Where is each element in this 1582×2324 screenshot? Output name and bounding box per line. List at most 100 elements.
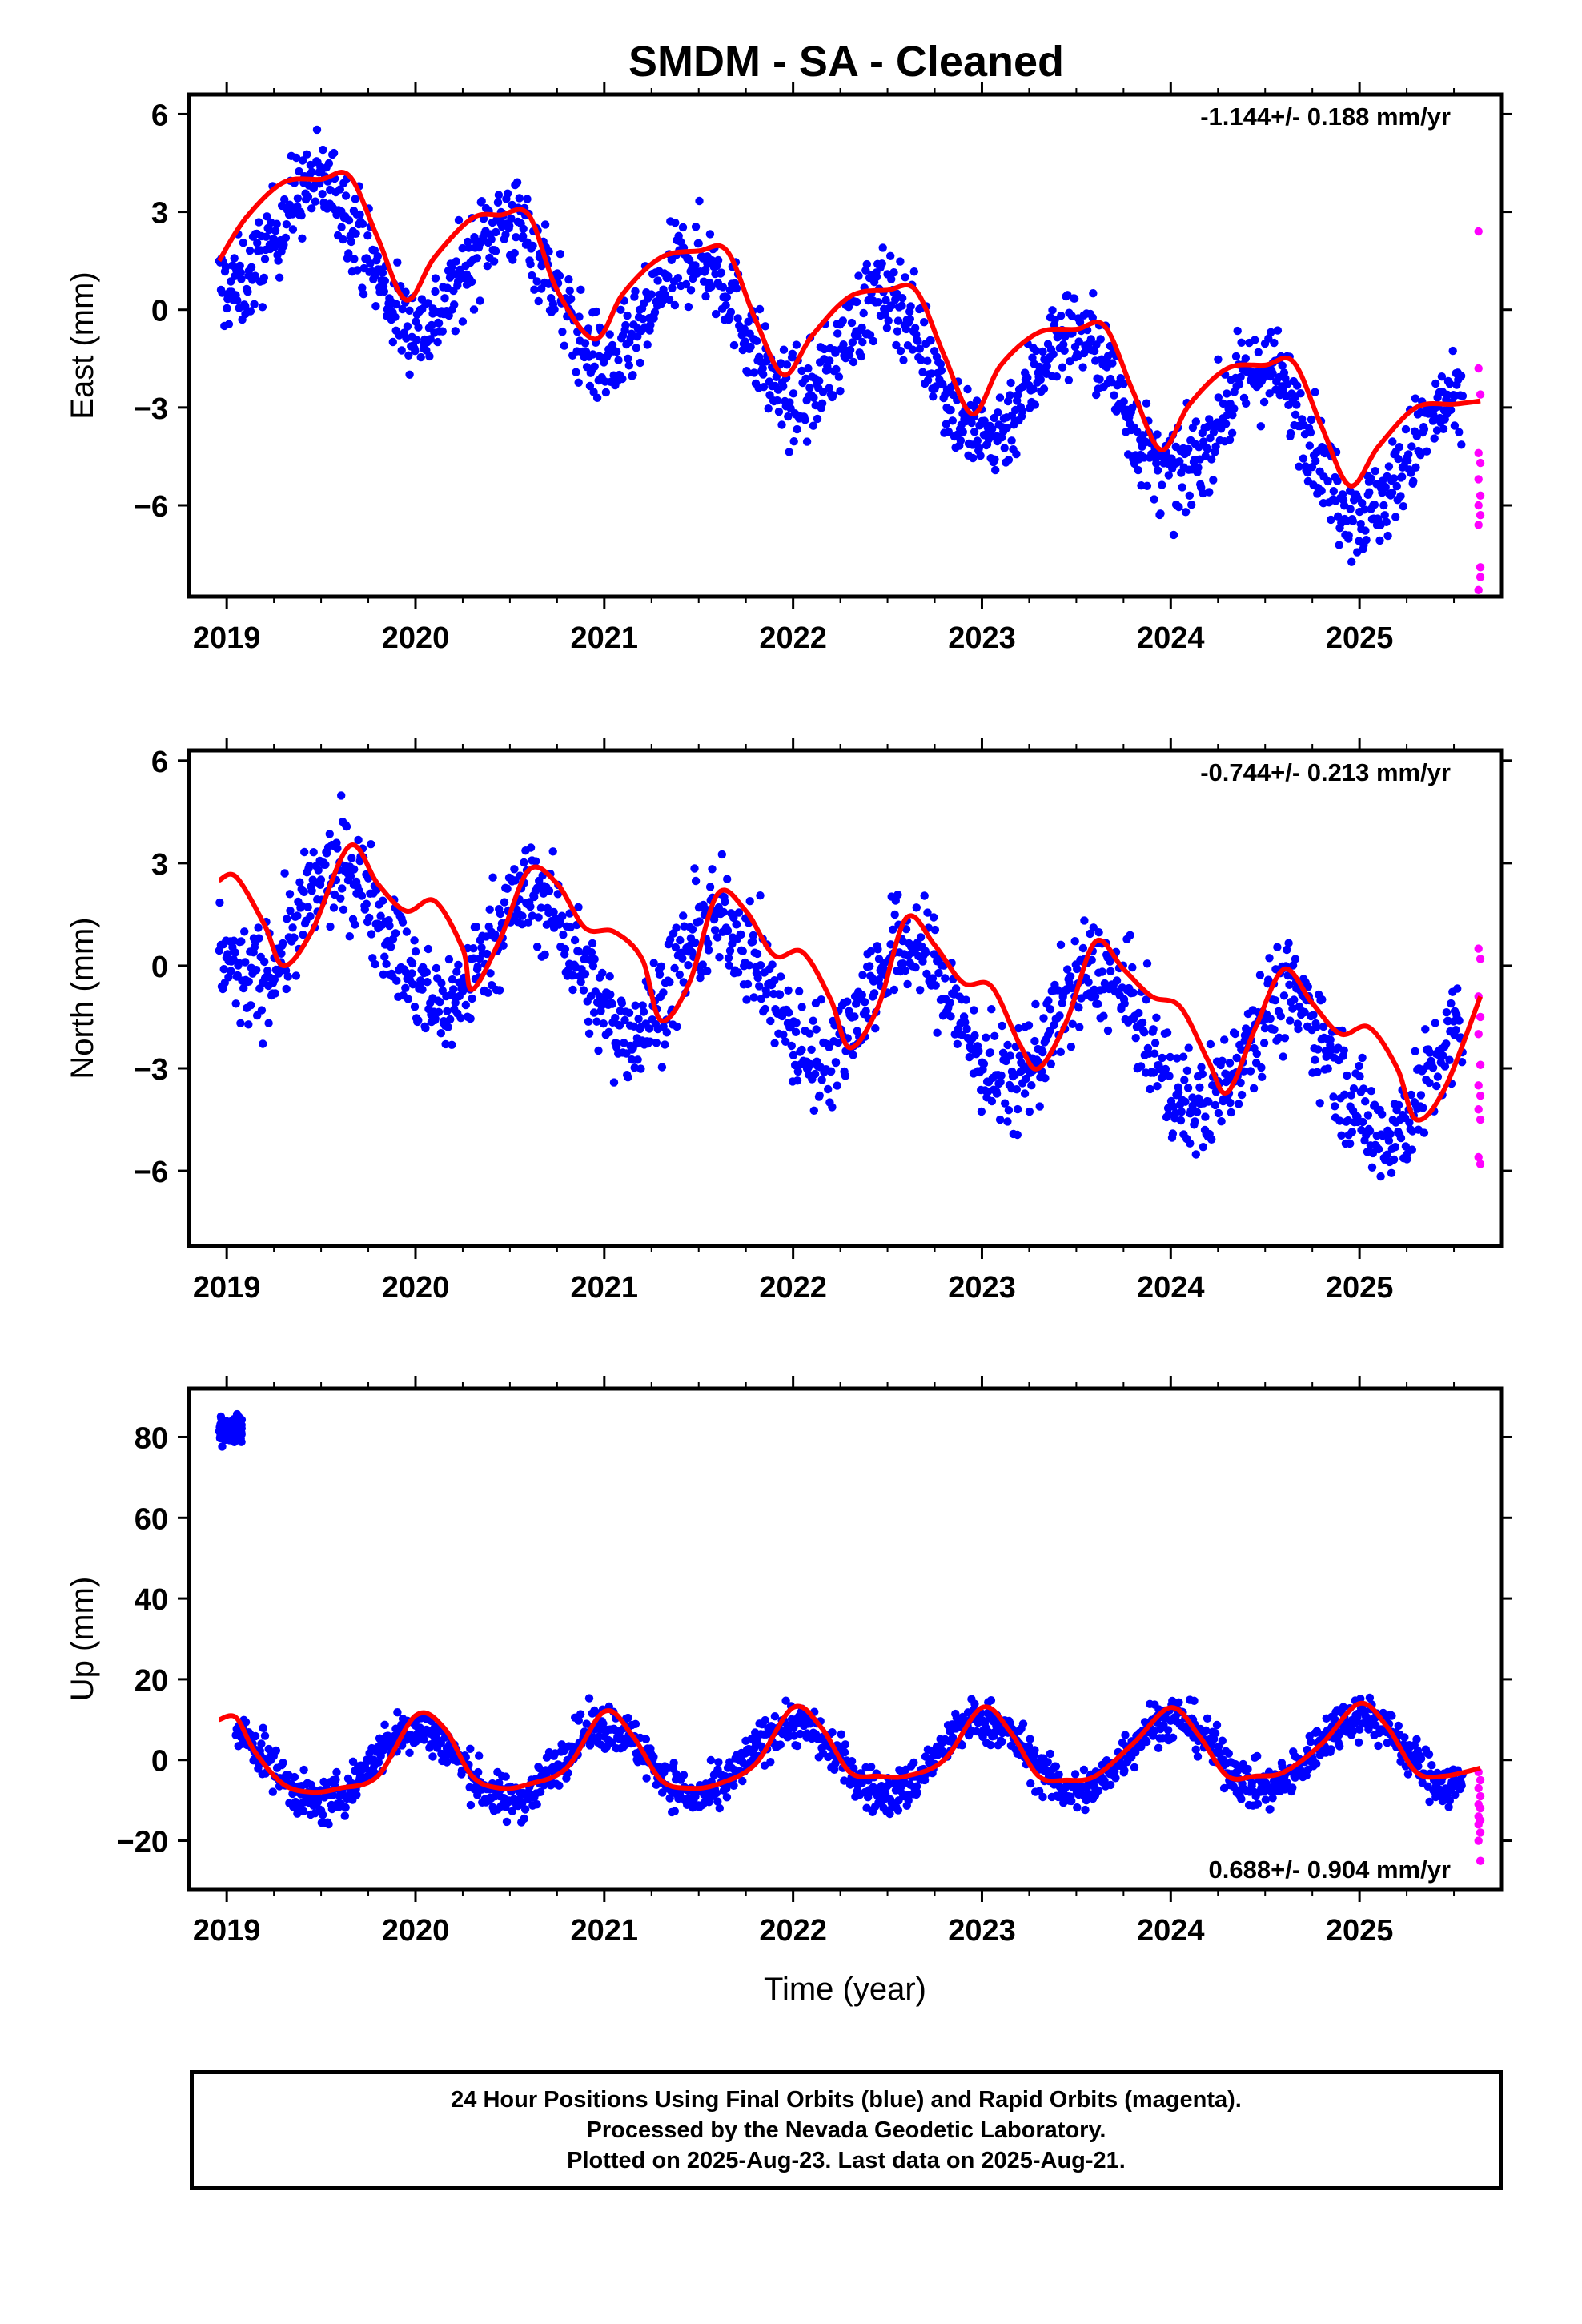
data-point [604,1027,613,1037]
data-point [762,990,771,999]
data-point [1018,407,1027,416]
data-point [791,1027,801,1037]
data-point [1168,1733,1178,1742]
data-point [520,1814,528,1823]
data-point [241,1718,251,1727]
data-point [758,364,767,373]
data-point [291,971,301,980]
data-point [639,1007,648,1016]
data-point [849,357,858,367]
data-point [1455,1016,1464,1025]
data-point [833,329,842,338]
data-point [901,966,910,975]
data-point [251,271,259,280]
data-point [887,301,896,310]
data-point [779,1030,788,1039]
data-point [371,271,380,280]
data-point [280,869,289,878]
data-point [437,979,446,987]
data-point [761,322,770,331]
data-point [951,984,961,993]
data-point [367,840,375,849]
data-point [359,290,368,299]
data-point [643,340,652,349]
footer-line-3: Plotted on 2025-Aug-23. Last data on 202… [567,2148,1126,2173]
data-point [1329,487,1339,496]
data-point [789,389,798,398]
data-point [844,303,853,312]
data-point [1066,357,1074,366]
data-point [378,896,387,905]
data-point [473,962,482,971]
data-point [977,1107,986,1116]
data-point [405,306,414,315]
data-point [933,1028,942,1037]
data-point [695,917,704,926]
data-point [1365,1693,1375,1703]
data-point [1255,971,1265,979]
data-point [969,453,978,463]
data-point [486,969,495,978]
data-point [319,1811,327,1819]
data-point [761,1004,769,1014]
data-point [371,302,380,311]
data-point [282,984,291,994]
data-point [224,973,233,982]
data-point [773,396,782,405]
data-point [721,300,730,310]
x-tick-label: 2023 [948,621,1016,655]
data-point [1207,455,1216,464]
data-point [1314,1045,1323,1054]
data-point [850,1012,859,1021]
data-point [796,1729,805,1739]
data-point [243,287,252,296]
data-point [650,308,660,317]
data-point [271,989,279,998]
data-point [608,1738,617,1747]
data-point [335,185,344,194]
data-point [1227,428,1237,437]
data-point [254,923,263,932]
data-point [916,986,925,995]
data-point [285,200,294,209]
data-point [469,944,478,953]
x-tick-label: 2020 [382,1914,450,1948]
data-point [526,902,535,911]
data-point [801,416,809,424]
data-point [1446,405,1456,415]
data-point [239,983,248,993]
data-point [809,1106,818,1116]
data-point [1134,1008,1143,1018]
data-point [245,246,255,255]
data-point [510,248,519,258]
data-point [1067,1796,1076,1806]
data-point [1163,1726,1173,1735]
data-point [636,358,644,368]
data-point [555,271,564,280]
data-point [1451,1791,1460,1799]
data-point [753,949,762,959]
data-point [469,305,479,314]
data-point [347,237,355,247]
data-point [631,287,640,296]
data-point [1165,1072,1174,1080]
data-point [904,1796,913,1805]
data-point [270,975,279,984]
data-point [930,925,940,935]
rapid-point [1476,563,1485,572]
data-point [303,903,312,911]
data-point [285,890,295,899]
data-point [1234,1100,1243,1108]
data-point [1087,955,1096,965]
data-point [223,950,232,959]
data-point [288,225,298,234]
data-point [1051,1762,1061,1771]
data-point [540,220,550,229]
data-point [1079,1765,1089,1775]
data-point [416,976,425,985]
data-point [1237,1090,1247,1100]
data-point [584,1017,593,1027]
data-point [1081,1805,1090,1815]
rapid-point [1474,944,1483,953]
